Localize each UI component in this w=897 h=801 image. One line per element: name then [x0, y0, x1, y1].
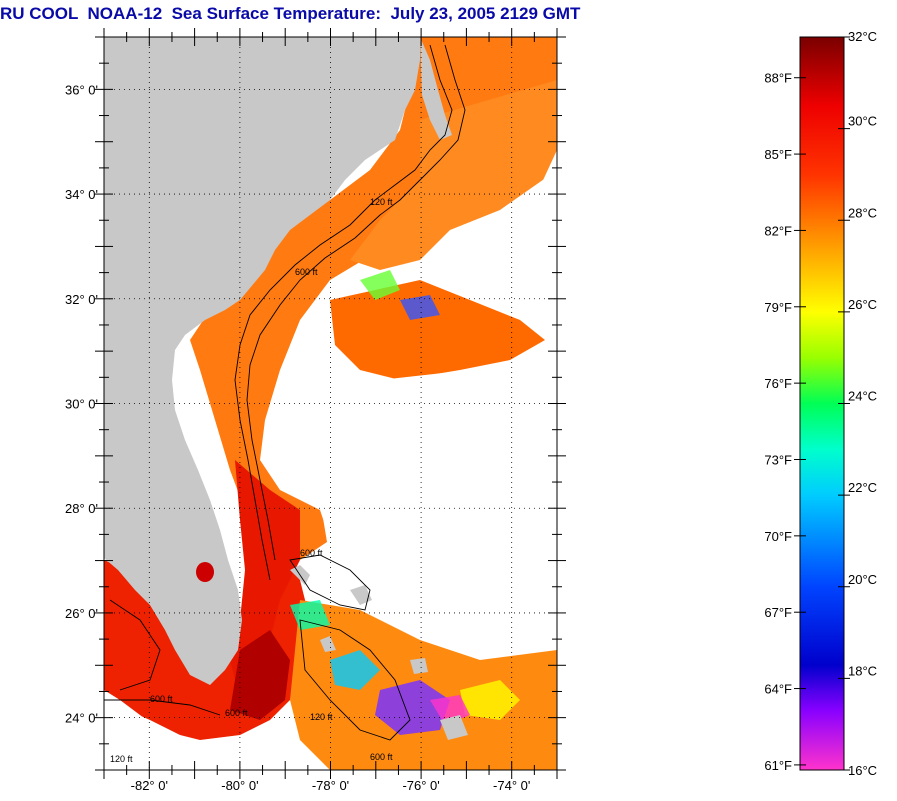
outer-banks: [420, 37, 452, 140]
lon-label: -74° 0': [493, 778, 530, 793]
bahamas-islands: [290, 565, 468, 740]
colorbar-label-f: 85°F: [764, 147, 792, 162]
sst-offshore-patch: [350, 80, 557, 270]
sst-cool-patch-3: [460, 680, 520, 720]
lon-label: -76° 0': [402, 778, 439, 793]
colorbar-label-f: 82°F: [764, 223, 792, 238]
colorbar-label-c: 20°C: [848, 572, 877, 587]
sst-hot-core: [230, 630, 290, 720]
colorbar-label-f: 73°F: [764, 452, 792, 467]
svg-text:600 ft: 600 ft: [295, 267, 318, 277]
colorbar-label-f: 61°F: [764, 758, 792, 773]
colorbar-label-f: 70°F: [764, 529, 792, 544]
colorbar-label-c: 16°C: [848, 763, 877, 778]
sst-cool-patch-5: [360, 270, 400, 300]
lon-label: -78° 0': [312, 778, 349, 793]
svg-text:120 ft: 120 ft: [310, 712, 333, 722]
map-grid: [104, 37, 557, 770]
svg-text:600 ft: 600 ft: [300, 548, 323, 558]
colorbar-labels: 32°C 30°C 28°C 26°C 24°C 22°C 20°C 18°C 16°C 88°F…: [764, 29, 877, 778]
sst-cool-patch-2: [330, 650, 380, 690]
sst-florida-current: [230, 460, 300, 700]
lat-label: 24° 0': [65, 711, 98, 726]
colorbar-label-f: 76°F: [764, 376, 792, 391]
map-axis-labels: 36° 0' 34° 0' 32° 0' 30° 0' 28° 0' 26° 0' 24° …: [65, 82, 530, 793]
lat-label: 26° 0': [65, 606, 98, 621]
colorbar-label-c: 26°C: [848, 297, 877, 312]
colorbar-label-f: 79°F: [764, 300, 792, 315]
contour-labels: 120 ft 600 ft 600 ft 600 ft 600 ft 120 f…: [110, 197, 393, 764]
sst-cool-patch-6: [400, 295, 440, 320]
page-title: RU COOL NOAA-12 Sea Surface Temperature:…: [0, 4, 581, 23]
colorbar-label-f: 88°F: [764, 71, 792, 86]
land-mass: [104, 37, 420, 685]
svg-text:600 ft: 600 ft: [150, 694, 173, 704]
lon-label: -82° 0': [131, 778, 168, 793]
lat-label: 30° 0': [65, 397, 98, 412]
colorbar-ticks: [794, 36, 850, 771]
lat-label: 36° 0': [65, 82, 98, 97]
colorbar-label-c: 18°C: [848, 663, 877, 678]
colorbar-label-c: 24°C: [848, 389, 877, 404]
svg-text:120 ft: 120 ft: [110, 754, 133, 764]
sst-cool-patch-1: [375, 680, 450, 735]
cloud-gap-1: [280, 370, 557, 620]
colorbar-label-c: 28°C: [848, 205, 877, 220]
svg-text:600 ft: 600 ft: [225, 708, 248, 718]
colorbar-label-c: 22°C: [848, 480, 877, 495]
colorbar-label-f: 64°F: [764, 682, 792, 697]
lat-label: 32° 0': [65, 292, 98, 307]
colorbar-label-c: 30°C: [848, 114, 877, 129]
cloud-gap-3: [104, 700, 230, 770]
map-ticks: [95, 28, 566, 779]
colorbar-label-c: 32°C: [848, 29, 877, 44]
lon-label: -80° 0': [221, 778, 258, 793]
lat-label: 34° 0': [65, 187, 98, 202]
colorbar: [799, 36, 845, 771]
bathymetry-contours: [104, 44, 466, 741]
cloud-gap-2: [480, 150, 557, 290]
svg-text:120 ft: 120 ft: [370, 197, 393, 207]
lake-okeechobee: [196, 562, 214, 582]
sst-mid-patch: [330, 280, 545, 380]
lat-label: 28° 0': [65, 501, 98, 516]
svg-text:600 ft: 600 ft: [370, 752, 393, 762]
colorbar-label-f: 67°F: [764, 605, 792, 620]
